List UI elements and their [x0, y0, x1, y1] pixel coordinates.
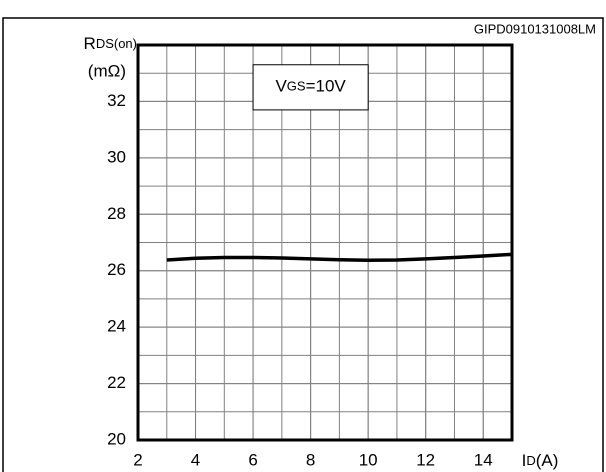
- data-line: [166, 252, 513, 263]
- x-tick-label: 10: [359, 450, 378, 469]
- annotation: VGS=10V: [275, 77, 346, 96]
- x-axis-label: ID(A): [522, 451, 559, 470]
- x-tick-label: 8: [306, 450, 315, 469]
- x-label-unit: (A): [536, 451, 559, 470]
- x-tick-label: 4: [191, 450, 200, 469]
- y-tick-label: 32: [107, 91, 126, 110]
- x-tick-label: 14: [474, 450, 493, 469]
- plot-frame: [136, 43, 514, 442]
- frame: [2, 17, 604, 472]
- annotation-v: V: [275, 77, 287, 96]
- y-axis-label: RDS(on): [84, 34, 137, 53]
- y-tick-label: 30: [107, 147, 126, 166]
- annotation-sub: GS: [287, 79, 306, 94]
- x-label-sub: D: [526, 453, 535, 468]
- y-tick-label: 26: [107, 260, 126, 279]
- y-label-sub: DS(on): [96, 36, 137, 51]
- y-axis-unit: (mΩ): [88, 61, 126, 80]
- x-label: I: [522, 451, 527, 470]
- y-tick-label: 20: [107, 429, 126, 448]
- annotation-rest: =10V: [306, 77, 347, 96]
- y-tick-label: 24: [107, 317, 126, 336]
- x-tick-label: 12: [416, 450, 435, 469]
- annotation-box: [252, 64, 369, 111]
- y-label: R: [84, 34, 96, 53]
- figure-code: GIPD0910131008LM: [474, 21, 596, 36]
- y-tick-label: 28: [107, 204, 126, 223]
- x-tick-label: 2: [133, 450, 142, 469]
- y-tick-label: 22: [107, 373, 126, 392]
- x-tick-label: 6: [248, 450, 257, 469]
